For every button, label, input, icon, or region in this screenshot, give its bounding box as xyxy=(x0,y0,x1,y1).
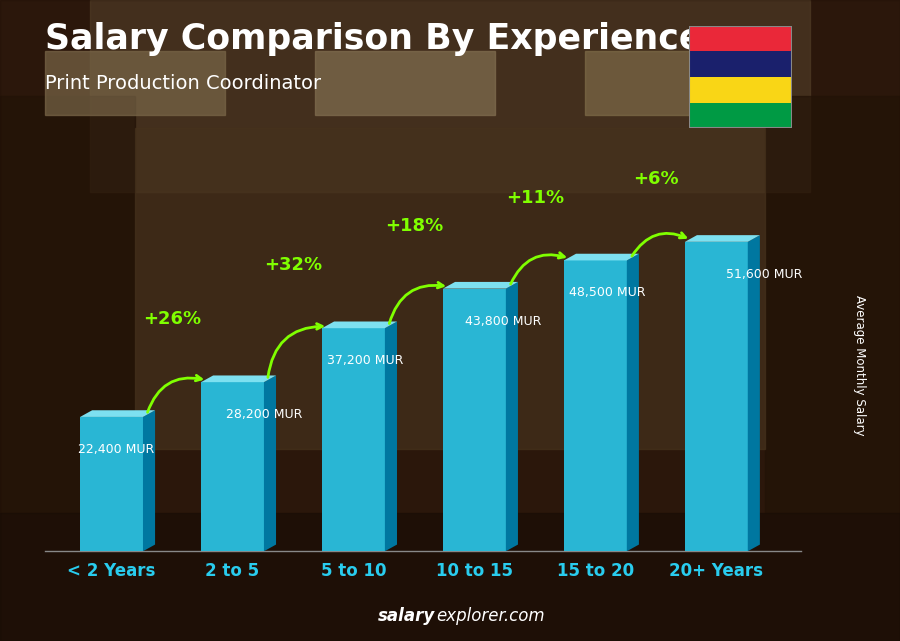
Text: 22,400 MUR: 22,400 MUR xyxy=(77,443,154,456)
Bar xyxy=(688,51,792,77)
Bar xyxy=(688,77,792,103)
Bar xyxy=(765,96,900,513)
Polygon shape xyxy=(143,410,155,551)
Polygon shape xyxy=(506,282,518,551)
Polygon shape xyxy=(201,376,276,382)
Polygon shape xyxy=(564,254,639,260)
Polygon shape xyxy=(80,410,155,417)
Bar xyxy=(135,128,765,449)
Polygon shape xyxy=(264,376,276,551)
Text: +11%: +11% xyxy=(506,188,564,206)
Text: 51,600 MUR: 51,600 MUR xyxy=(726,268,803,281)
Text: 48,500 MUR: 48,500 MUR xyxy=(569,287,645,299)
Bar xyxy=(315,51,495,115)
Bar xyxy=(0,513,900,641)
Text: Print Production Coordinator: Print Production Coordinator xyxy=(45,74,321,93)
Text: Salary Comparison By Experience: Salary Comparison By Experience xyxy=(45,22,702,56)
Bar xyxy=(688,26,792,51)
Text: 28,200 MUR: 28,200 MUR xyxy=(227,408,302,421)
Bar xyxy=(90,0,810,192)
Text: +32%: +32% xyxy=(264,256,322,274)
Bar xyxy=(201,382,264,551)
Bar xyxy=(564,260,626,551)
Text: salary: salary xyxy=(378,607,436,625)
Bar xyxy=(45,51,225,115)
Bar xyxy=(322,328,385,551)
Text: 37,200 MUR: 37,200 MUR xyxy=(327,354,403,367)
Bar xyxy=(443,288,506,551)
Text: +26%: +26% xyxy=(143,310,201,328)
Polygon shape xyxy=(385,322,397,551)
Text: +6%: +6% xyxy=(633,170,679,188)
Text: Average Monthly Salary: Average Monthly Salary xyxy=(853,295,866,436)
Text: +18%: +18% xyxy=(385,217,443,235)
Bar xyxy=(685,242,748,551)
Bar xyxy=(0,96,135,513)
Polygon shape xyxy=(685,235,760,242)
Polygon shape xyxy=(748,235,760,551)
Polygon shape xyxy=(322,322,397,328)
Bar xyxy=(80,417,143,551)
Bar xyxy=(688,103,792,128)
Text: 43,800 MUR: 43,800 MUR xyxy=(464,315,541,328)
Text: explorer.com: explorer.com xyxy=(436,607,545,625)
Polygon shape xyxy=(443,282,518,288)
Bar xyxy=(585,51,765,115)
Polygon shape xyxy=(626,254,639,551)
